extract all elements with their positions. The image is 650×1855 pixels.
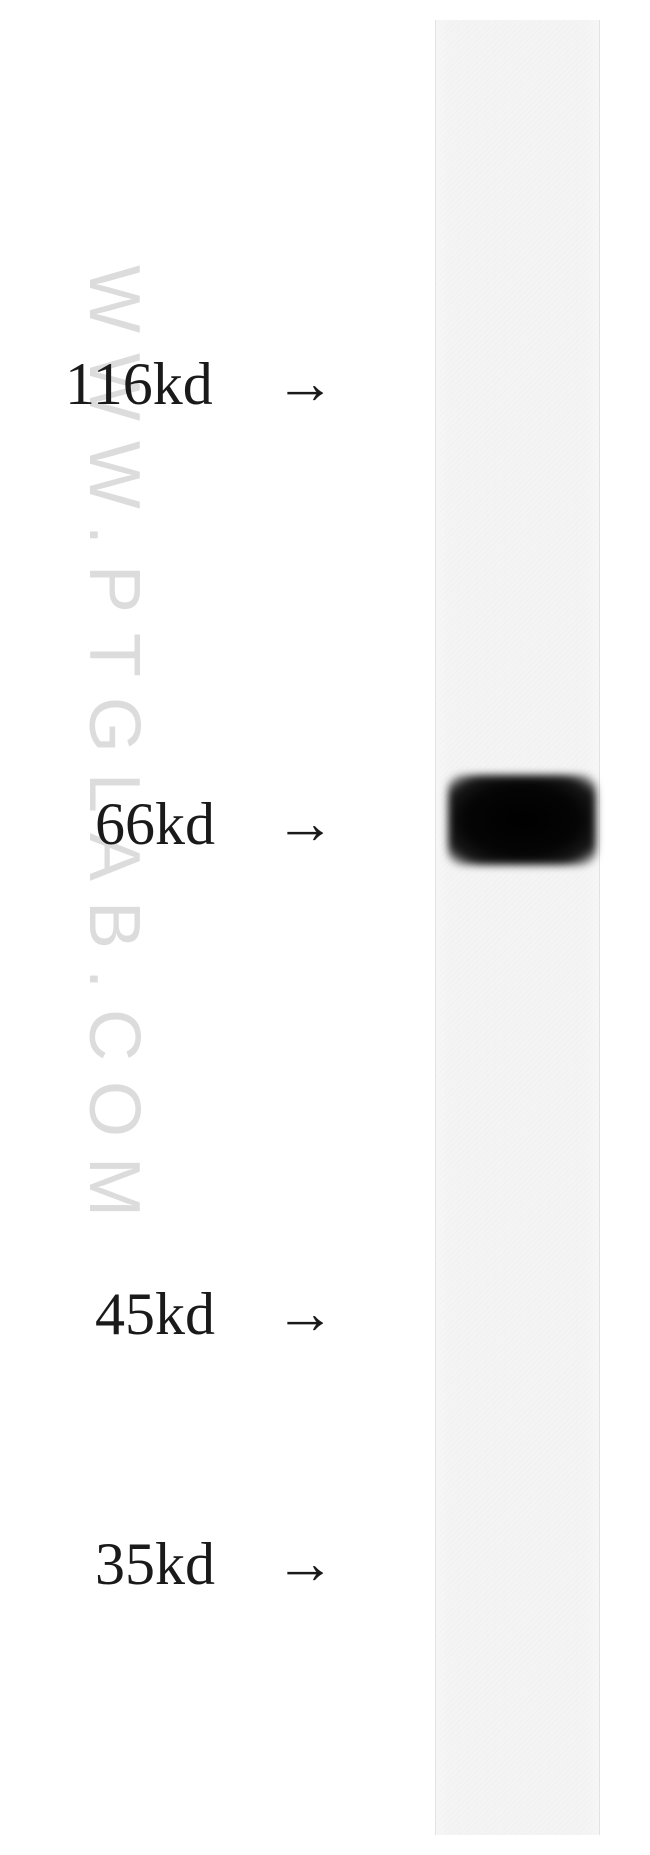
protein-band <box>448 775 596 865</box>
marker-label: 45kd <box>95 1280 215 1349</box>
western-blot-image: WWW.PTGLAB.COM 116kd→66kd→45kd→35kd→ <box>0 0 650 1855</box>
arrow-icon: → <box>275 1278 335 1347</box>
marker-label: 116kd <box>65 350 213 419</box>
gel-lane <box>435 20 600 1835</box>
arrow-icon: → <box>275 348 335 417</box>
marker-label: 66kd <box>95 790 215 859</box>
marker-label: 35kd <box>95 1530 215 1599</box>
arrow-icon: → <box>275 788 335 857</box>
arrow-icon: → <box>275 1528 335 1597</box>
